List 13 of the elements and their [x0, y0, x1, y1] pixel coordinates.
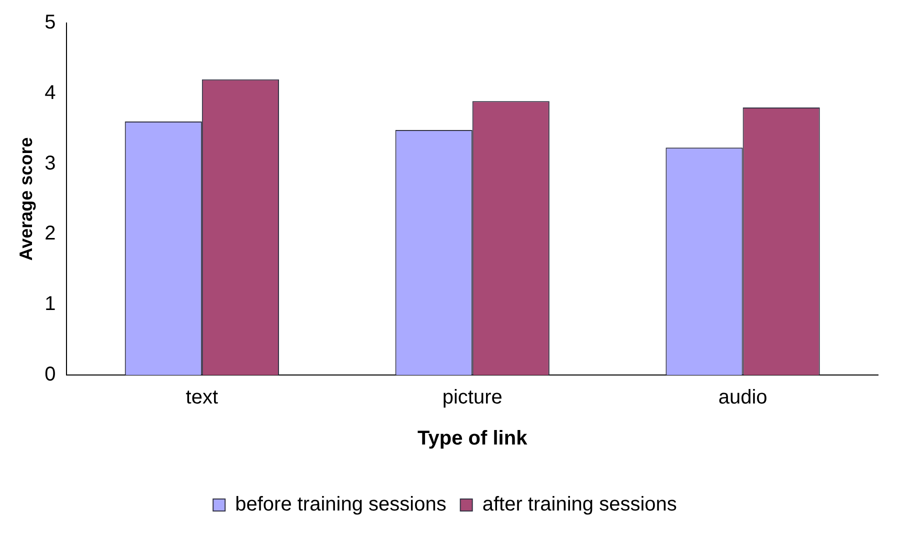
- y-tick-label: 5: [44, 12, 56, 34]
- y-tick-label: 4: [44, 82, 56, 104]
- y-axis-title: Average score: [16, 137, 36, 261]
- x-tick-label: text: [186, 386, 218, 409]
- x-tick-label: picture: [442, 386, 502, 409]
- legend-label: after training sessions: [482, 494, 677, 516]
- y-tick-label: 1: [44, 293, 56, 316]
- y-tick-label: 3: [44, 152, 56, 174]
- x-tick-label: audio: [718, 386, 768, 409]
- x-axis-title: Type of link: [418, 428, 528, 450]
- legend-label: before training sessions: [235, 494, 446, 516]
- y-tick-label: 2: [44, 222, 56, 245]
- y-tick-label: 0: [44, 364, 56, 386]
